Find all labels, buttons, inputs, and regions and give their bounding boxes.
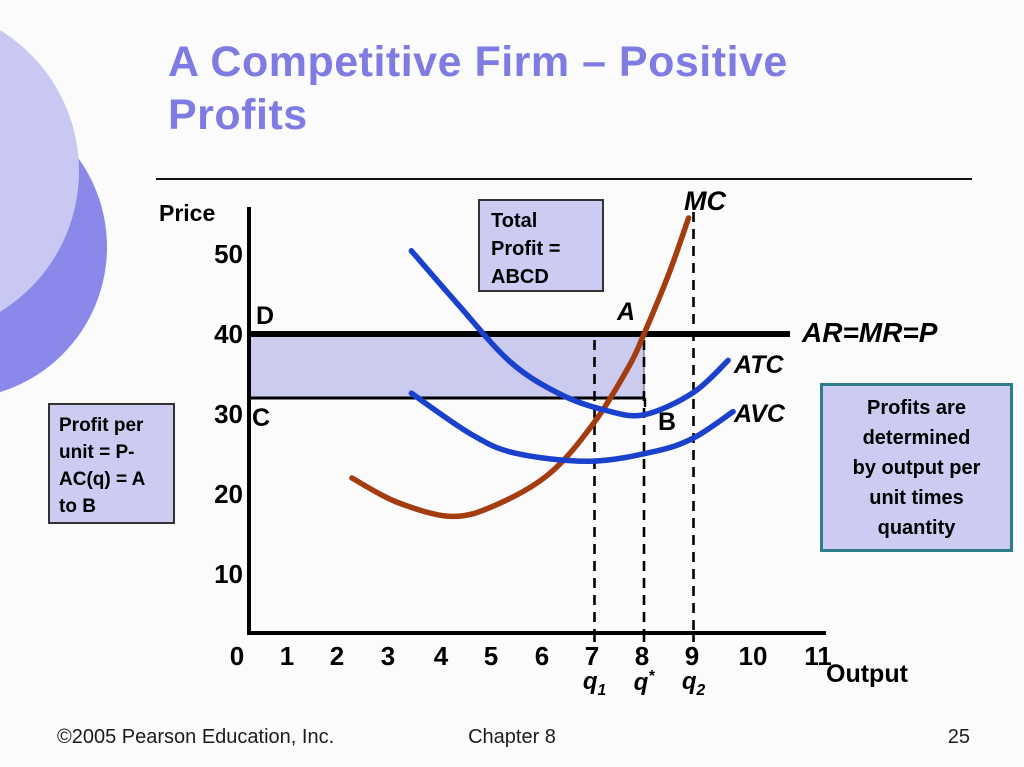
callout-line: Total (491, 210, 538, 232)
callout-line: quantity (877, 517, 956, 539)
q-marker-star: q* (633, 668, 655, 696)
callout-line: to B (59, 496, 96, 517)
callout-line: by output per (852, 457, 981, 479)
x-axis-title: Output (826, 660, 908, 688)
point-label-b: B (658, 408, 677, 436)
x-tick-label-7: 7 (584, 641, 600, 671)
atc-curve (408, 248, 731, 419)
x-tick-label-1: 1 (279, 641, 295, 671)
x-tick-label-6: 6 (534, 641, 550, 671)
callout-line: unit times (869, 487, 964, 509)
y-tick-label-20: 20 (214, 479, 243, 509)
x-tick-label-3: 3 (380, 641, 396, 671)
atc-curve-label: ATC (734, 351, 784, 379)
x-tick-label-9: 9 (684, 641, 700, 671)
title-underline (156, 178, 972, 180)
x-tick-label-2: 2 (329, 641, 345, 671)
y-tick-label-30: 30 (214, 399, 243, 429)
y-tick-label-50: 50 (214, 239, 243, 269)
avc-curve (408, 390, 736, 464)
point-label-c: C (252, 404, 271, 432)
point-label-a: A (617, 298, 636, 326)
ar-mr-p-line-label: AR=MR=P (802, 317, 938, 348)
footer-chapter: Chapter 8 (468, 726, 556, 748)
slide-title: A Competitive Firm – Positive Profits (168, 36, 988, 142)
y-tick-label-40: 40 (214, 319, 243, 349)
slide-title-line2: Profits (168, 91, 308, 139)
callout-line: Profit = (491, 238, 561, 260)
y-tick-label-10: 10 (214, 559, 243, 589)
y-axis-title: Price (159, 200, 216, 226)
profit-rectangle-abcd (249, 333, 645, 399)
x-tick-label-10: 10 (738, 641, 768, 671)
mc-curve (349, 215, 692, 520)
slide-title-line1: A Competitive Firm – Positive (168, 38, 788, 86)
mc-curve-label: MC (684, 186, 726, 216)
callout-line: Profits are (867, 397, 966, 419)
q-marker-1: q1 (582, 668, 607, 699)
x-tick-label-5: 5 (483, 641, 499, 671)
callout-line: AC(q) = A (59, 469, 146, 490)
profit-per-unit-callout: Profit per unit = P- AC(q) = A to B (48, 403, 175, 524)
x-tick-label-11: 11 (804, 641, 832, 671)
footer-copyright: ©2005 Pearson Education, Inc. (57, 726, 335, 748)
avc-curve-label: AVC (734, 400, 785, 428)
x-tick-label-0: 0 (229, 641, 245, 671)
x-tick-label-8: 8 (634, 641, 650, 671)
x-tick-label-4: 4 (433, 641, 449, 671)
callout-line: determined (862, 427, 971, 449)
q-marker-2: q2 (681, 668, 706, 699)
callout-line: unit = P- (59, 442, 135, 463)
callout-line: ABCD (491, 266, 549, 288)
callout-line: Profit per (59, 415, 144, 436)
point-label-d: D (256, 302, 275, 330)
total-profit-callout: Total Profit = ABCD (478, 199, 604, 292)
footer-page-number: 25 (947, 726, 970, 748)
profits-determined-callout: Profits are determined by output per uni… (820, 383, 1013, 552)
